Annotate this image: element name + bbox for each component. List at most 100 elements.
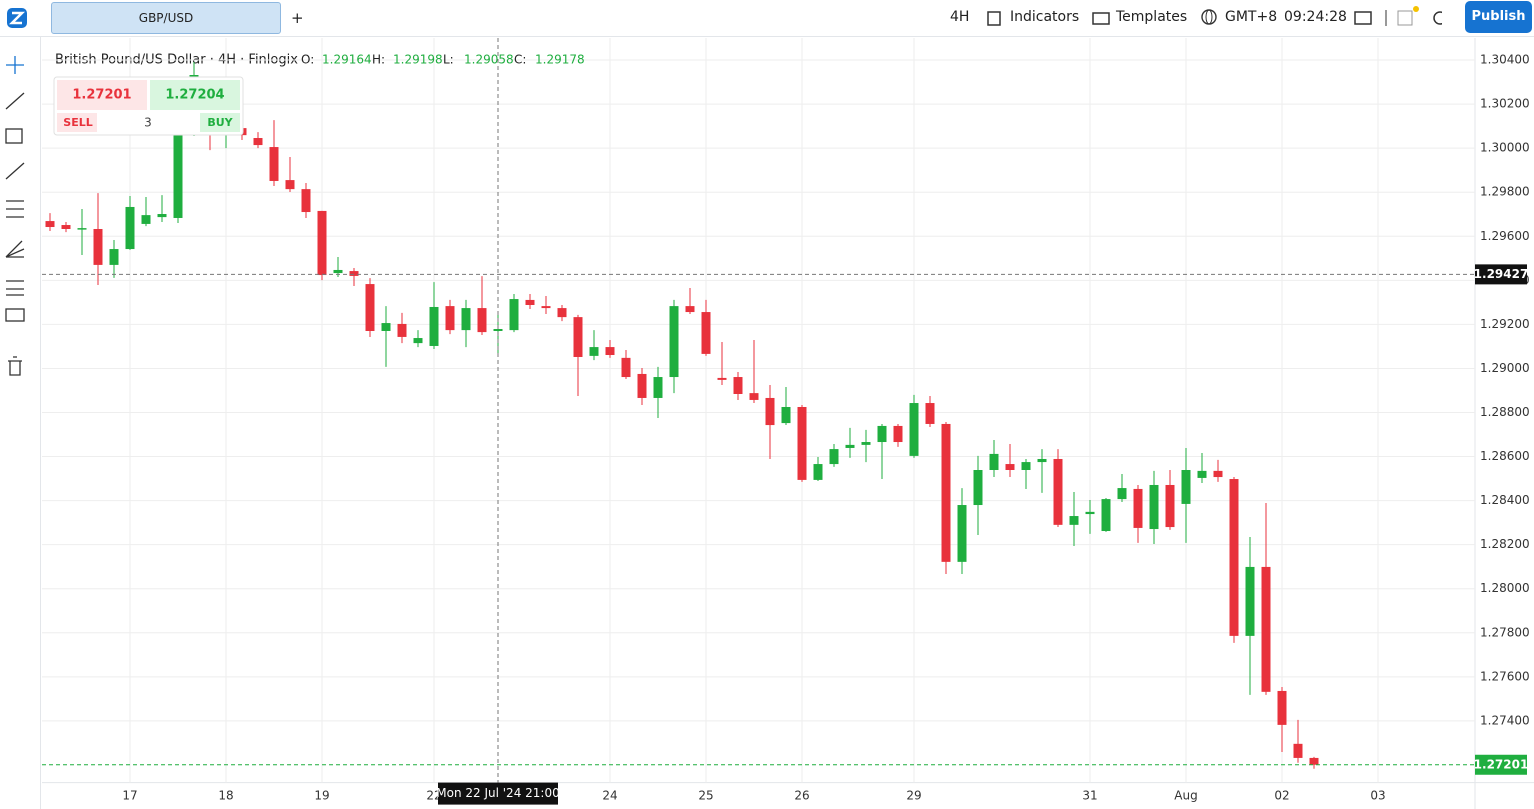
candle-body xyxy=(1277,690,1287,725)
x-tick-label: 17 xyxy=(122,789,137,803)
candle-body xyxy=(413,338,423,344)
candle-body xyxy=(749,393,759,400)
y-tick-label: 1.28800 xyxy=(1480,405,1530,419)
candle-body xyxy=(1085,511,1095,515)
candle-body xyxy=(109,249,119,265)
candle-body xyxy=(381,323,391,331)
indicators-icon xyxy=(987,11,1001,26)
y-tick-label: 1.29600 xyxy=(1480,229,1530,243)
symbol-tab[interactable]: GBP/USD xyxy=(51,2,281,34)
add-tab[interactable]: + xyxy=(291,9,304,27)
candle-body xyxy=(333,269,343,274)
candle-body xyxy=(1101,499,1111,532)
x-tick-label: 18 xyxy=(218,789,233,803)
candle-body xyxy=(93,228,103,265)
timezone[interactable]: GMT+8 xyxy=(1225,9,1278,25)
candle-body xyxy=(813,464,823,480)
crosshair-time-box xyxy=(438,782,558,805)
templates[interactable]: Templates xyxy=(1116,9,1188,25)
candle-body xyxy=(349,271,359,276)
x-tick-label: 19 xyxy=(314,789,329,803)
candle-body xyxy=(941,423,951,562)
candle-body xyxy=(365,284,375,331)
y-tick-label: 1.28000 xyxy=(1480,581,1530,595)
candle-body xyxy=(717,377,727,380)
logo xyxy=(7,8,27,28)
candle-body xyxy=(845,444,855,448)
y-tick-label: 1.27600 xyxy=(1480,669,1530,683)
candle-body xyxy=(1213,470,1223,478)
candle-body xyxy=(877,425,887,443)
candle-body xyxy=(77,228,87,230)
candle-body xyxy=(269,147,279,181)
candle-body xyxy=(557,308,567,318)
candle-body xyxy=(989,453,999,471)
last-price-box xyxy=(1475,754,1527,775)
crosshair-price-box xyxy=(1475,264,1527,285)
candle-body xyxy=(1245,566,1255,636)
candle-body xyxy=(445,306,455,331)
x-tick-label: 26 xyxy=(794,789,809,803)
y-tick-label: 1.30400 xyxy=(1480,53,1530,67)
crosshair-price-label: 1.29427 xyxy=(1474,267,1529,281)
quantity[interactable]: 3 xyxy=(144,116,152,130)
ohlc-value: 1.29164 xyxy=(322,53,372,67)
candle-body xyxy=(829,449,839,465)
indicators[interactable]: Indicators xyxy=(1010,9,1080,25)
candle-body xyxy=(909,403,919,456)
candle-body xyxy=(797,406,807,480)
candle-body xyxy=(493,329,503,331)
interval[interactable]: 4H xyxy=(950,9,970,25)
sell-button[interactable] xyxy=(57,113,97,132)
candle-body xyxy=(173,134,183,218)
x-tick-label: 02 xyxy=(1274,789,1289,803)
candle-body xyxy=(1069,516,1079,525)
candle-body xyxy=(653,377,663,398)
x-tick-label: 31 xyxy=(1082,789,1097,803)
buy-label[interactable]: BUY xyxy=(207,116,233,129)
candle-body xyxy=(733,377,743,394)
ohlc-label: C: xyxy=(514,53,526,67)
candle-body xyxy=(765,397,775,426)
x-tick-label: 03 xyxy=(1370,789,1385,803)
buy-button[interactable] xyxy=(200,113,240,132)
ohlc-label: O: xyxy=(301,53,314,67)
candle-body xyxy=(461,308,471,331)
clock: 09:24:28 xyxy=(1284,9,1347,25)
candle-body xyxy=(1197,470,1207,478)
y-tick-label: 1.28400 xyxy=(1480,493,1530,507)
candle-body xyxy=(1117,488,1127,500)
candle-body xyxy=(1133,488,1143,528)
candle-body xyxy=(1149,484,1159,530)
ohlc-value: 1.29178 xyxy=(535,53,585,67)
candle-body xyxy=(1261,566,1271,692)
candle-body xyxy=(973,470,983,506)
candle-body xyxy=(1037,458,1047,463)
sell-price: 1.27201 xyxy=(72,88,131,103)
candle-body xyxy=(125,206,135,250)
trade-widget: 1.27201 1.27204 SELL 3 BUY xyxy=(53,76,244,136)
candle-body xyxy=(1005,464,1015,471)
candle-body xyxy=(893,425,903,443)
buy-box xyxy=(150,80,240,110)
toolbar-icons xyxy=(1354,6,1442,26)
candle-body xyxy=(573,317,583,357)
candle-body xyxy=(1053,458,1063,525)
publish-button[interactable]: Publish xyxy=(1465,1,1532,33)
sell-label[interactable]: SELL xyxy=(63,116,92,129)
candle-body xyxy=(157,214,167,218)
candle-body xyxy=(141,215,151,224)
candle-body xyxy=(397,323,407,337)
templates-icon xyxy=(1092,12,1110,25)
candle-body xyxy=(525,299,535,305)
ohlc-label: H: xyxy=(372,53,385,67)
x-tick-label: 22 xyxy=(426,789,441,803)
candle-body xyxy=(925,403,935,424)
candle-body xyxy=(45,221,55,228)
ohlc-value: 1.29198 xyxy=(393,53,443,67)
candle-body xyxy=(669,306,679,378)
last-price-label: 1.27201 xyxy=(1474,757,1529,771)
ohlc-value: 1.29058 xyxy=(464,53,514,67)
candle-body xyxy=(621,357,631,378)
